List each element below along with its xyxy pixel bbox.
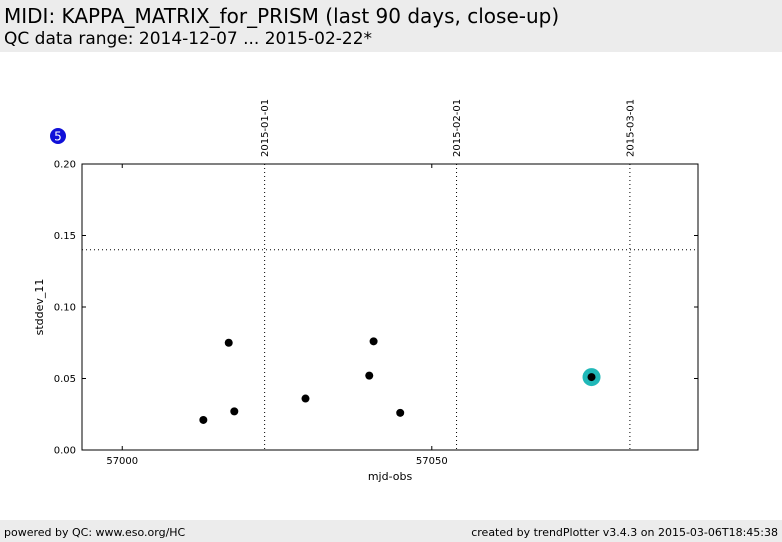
y-tick-label: 0.10 bbox=[54, 303, 76, 314]
y-tick-label: 0.15 bbox=[54, 231, 76, 242]
footer-bar: powered by QC: www.eso.org/HC created by… bbox=[0, 520, 782, 542]
plot-area-frame bbox=[81, 163, 699, 451]
y-tick-label: 0.20 bbox=[54, 160, 76, 171]
data-point bbox=[301, 394, 310, 403]
page-title: MIDI: KAPPA_MATRIX_for_PRISM (last 90 da… bbox=[4, 4, 560, 28]
footer-powered-by: powered by QC: www.eso.org/HC bbox=[4, 526, 186, 539]
y-tick-label: 0.05 bbox=[54, 374, 76, 385]
data-point bbox=[224, 338, 233, 347]
data-point bbox=[587, 373, 596, 382]
header-bar: MIDI: KAPPA_MATRIX_for_PRISM (last 90 da… bbox=[0, 0, 782, 52]
data-point bbox=[199, 415, 208, 424]
count-badge-label: 5 bbox=[54, 130, 62, 144]
date-marker-label: 2015-01-01 bbox=[260, 99, 271, 157]
x-tick-label: 57050 bbox=[416, 456, 448, 467]
count-badge-circle bbox=[50, 128, 66, 144]
date-marker-label: 2015-02-01 bbox=[452, 99, 463, 157]
count-badge: 5 bbox=[50, 128, 66, 144]
data-point bbox=[230, 407, 239, 416]
data-point bbox=[365, 371, 374, 380]
y-tick-label: 0.00 bbox=[54, 446, 76, 457]
qc-data-range: QC data range: 2014-12-07 ... 2015-02-22… bbox=[4, 29, 373, 49]
x-tick-label: 57000 bbox=[106, 456, 138, 467]
date-marker-label: 2015-03-01 bbox=[625, 99, 636, 157]
y-axis-label: stddev_11 bbox=[33, 279, 46, 336]
data-point bbox=[396, 408, 405, 417]
data-point bbox=[369, 337, 378, 346]
x-axis-label: mjd-obs bbox=[368, 470, 413, 483]
footer-created-by: created by trendPlotter v3.4.3 on 2015-0… bbox=[471, 526, 778, 539]
